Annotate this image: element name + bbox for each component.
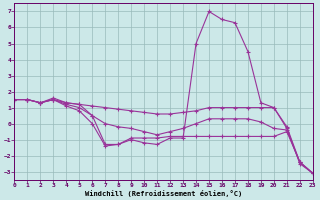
- X-axis label: Windchill (Refroidissement éolien,°C): Windchill (Refroidissement éolien,°C): [85, 190, 242, 197]
